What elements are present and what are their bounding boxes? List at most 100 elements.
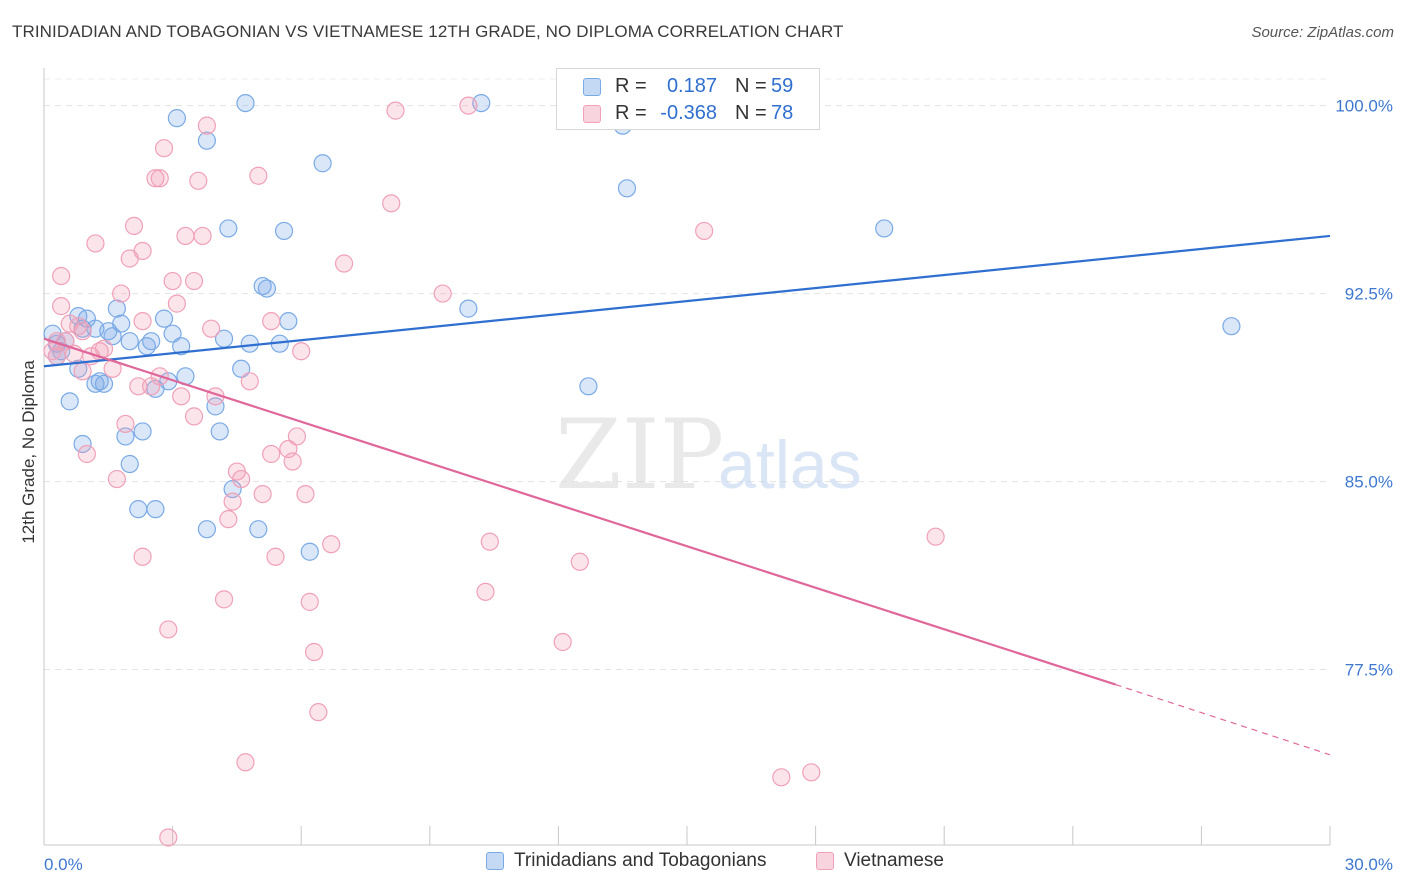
series-swatch xyxy=(583,105,601,123)
trinidadian-point xyxy=(60,392,79,411)
vietnamese-point xyxy=(262,312,281,331)
vietnamese-point xyxy=(52,297,71,316)
trinidadian-point xyxy=(167,109,186,128)
vietnamese-point xyxy=(73,322,92,341)
vietnamese-point xyxy=(202,319,221,338)
vietnamese-point xyxy=(150,169,169,188)
vietnamese-point xyxy=(695,221,714,241)
vietnamese-point xyxy=(86,234,105,253)
axes xyxy=(43,68,1331,846)
vietnamese-point xyxy=(253,484,272,504)
trinidadian-point xyxy=(112,314,131,333)
vietnamese-point xyxy=(283,452,302,471)
trinidadian-point xyxy=(210,422,229,441)
vietnamese-point xyxy=(159,620,178,639)
trinidadian-point xyxy=(274,221,294,241)
trinidadian-point xyxy=(154,309,174,328)
vietnamese-point xyxy=(236,753,255,772)
vietnamese-point xyxy=(232,469,251,489)
vietnamese-point xyxy=(459,96,478,115)
vietnamese-point xyxy=(77,444,96,464)
vietnamese-point xyxy=(176,226,195,246)
vietnamese-point xyxy=(167,294,186,313)
r-label: R = xyxy=(615,102,647,124)
vietnamese-trend-extension xyxy=(1115,684,1331,756)
series-swatch xyxy=(583,78,601,96)
trinidadian-point xyxy=(300,542,319,561)
y-axis-label: 12th Grade, No Diploma xyxy=(19,360,38,544)
vietnamese-point xyxy=(240,372,259,391)
trinidadian-point xyxy=(163,324,182,343)
vietnamese-point xyxy=(146,169,165,188)
bottom-legend: Trinidadians and Tobagonians Vietnamese xyxy=(0,850,1406,880)
n-value: 78 xyxy=(771,102,794,124)
trinidadian-point xyxy=(197,520,216,539)
trinidadian-trend-line xyxy=(43,234,1331,368)
tick-labels: 77.5% 85.0% 92.5% 100.0% 0.0% 30.0% xyxy=(44,97,1393,874)
vietnamese-point xyxy=(287,427,307,446)
trinidadian-point xyxy=(249,520,268,539)
vietnamese-point xyxy=(193,226,212,246)
vietnamese-point xyxy=(172,387,191,406)
watermark-zip: ZIP xyxy=(555,399,724,511)
vietnamese-point xyxy=(184,407,204,426)
trinidadian-point xyxy=(579,377,598,396)
trinidadian-point xyxy=(133,422,152,441)
trend-lines xyxy=(43,234,1331,756)
vietnamese-point xyxy=(112,284,131,303)
vietnamese-point xyxy=(304,642,324,662)
trinidadian-point xyxy=(120,454,139,474)
stats-row-vietnamese: R = -0.368 N = 78 xyxy=(557,101,821,127)
trinidadian-point xyxy=(875,219,894,238)
trinidadian-point xyxy=(120,332,139,351)
vietnamese-point xyxy=(382,194,401,213)
vietnamese-point xyxy=(116,414,135,434)
vietnamese-point xyxy=(73,362,92,381)
vietnamese-point xyxy=(214,590,234,609)
legend-item-vietnamese[interactable]: Vietnamese xyxy=(816,850,944,872)
trinidadian-point xyxy=(236,93,255,113)
vietnamese-point xyxy=(107,469,126,489)
data-points xyxy=(43,93,1241,847)
vietnamese-point xyxy=(262,444,281,464)
trinidadian-point xyxy=(107,299,126,318)
chart-title: TRINIDADIAN AND TOBAGONIAN VS VIETNAMESE… xyxy=(12,22,844,41)
r-value: -0.368 xyxy=(660,102,717,124)
trinidadian-point xyxy=(142,332,161,351)
vietnamese-point xyxy=(476,582,495,601)
y-tick-label: 92.5% xyxy=(1345,285,1393,304)
vietnamese-point xyxy=(926,527,945,546)
trinidadian-point xyxy=(219,219,238,238)
y-tick-label: 85.0% xyxy=(1345,473,1393,492)
vietnamese-point xyxy=(163,271,182,291)
trinidadian-point xyxy=(1222,317,1241,336)
n-value: 59 xyxy=(771,75,794,97)
trinidadian-point xyxy=(116,427,135,446)
r-value: 0.187 xyxy=(666,75,717,97)
trinidadian-point xyxy=(617,179,637,198)
vietnamese-point xyxy=(94,339,114,358)
trinidadian-point xyxy=(103,327,122,346)
vietnamese-point xyxy=(322,535,341,554)
vietnamese-point xyxy=(292,342,311,361)
vietnamese-point xyxy=(124,216,144,236)
legend-item-trinidadian[interactable]: Trinidadians and Tobagonians xyxy=(486,850,766,872)
trinidadian-point xyxy=(94,374,114,393)
trinidadian-point xyxy=(206,397,225,416)
vietnamese-point xyxy=(386,101,405,120)
x-tick-label: 30.0% xyxy=(1345,855,1393,874)
stats-legend: R = 0.187 N = 59 R = -0.368 N = 78 xyxy=(556,68,820,130)
vietnamese-point xyxy=(433,284,452,303)
trinidadian-point xyxy=(232,359,251,378)
watermark-atlas: atlas xyxy=(718,427,862,503)
stats-row-trinidadian: R = 0.187 N = 59 xyxy=(557,74,821,100)
n-label: N = xyxy=(735,75,767,97)
trinidadian-point xyxy=(459,299,478,318)
vietnamese-point xyxy=(772,768,791,787)
trinidadian-point xyxy=(172,337,191,356)
vietnamese-point xyxy=(159,828,178,847)
trinidadian-point xyxy=(197,131,216,150)
vietnamese-point xyxy=(197,116,216,135)
vietnamese-point xyxy=(300,592,319,611)
y-tick-label: 77.5% xyxy=(1345,661,1393,680)
